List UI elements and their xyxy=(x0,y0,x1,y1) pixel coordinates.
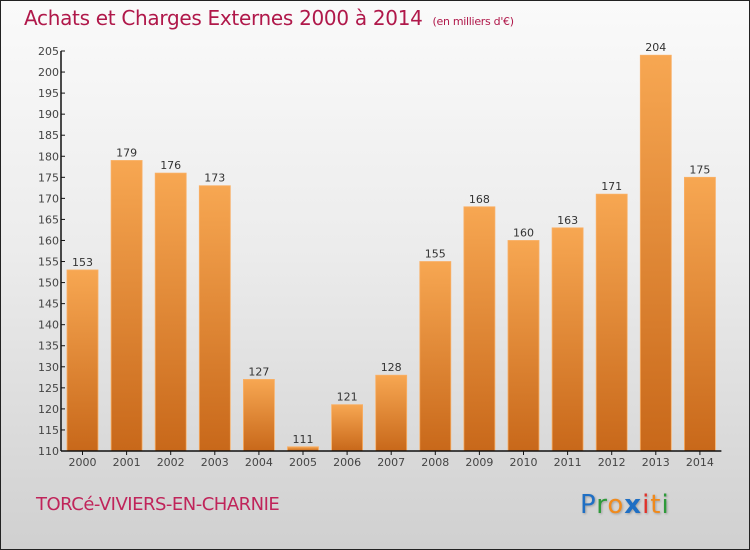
logo-letter: i xyxy=(642,490,651,520)
y-axis: 110 115 120 125 130 135 140 145 150 155 160 165 170 1… xyxy=(38,45,65,458)
bar-2009 xyxy=(463,206,496,452)
x-tick-label-2012: 2012 xyxy=(598,456,626,469)
x-tick-label-2010: 2010 xyxy=(510,456,538,469)
y-tick-label: 140 xyxy=(38,319,59,332)
x-axis: 2000 2001 2002 2003 2004 2005 2006 2007 2008 2009… xyxy=(61,450,722,469)
data-label-2014: 175 xyxy=(689,163,710,176)
y-tick-label: 165 xyxy=(38,213,59,226)
bar-2006 xyxy=(331,404,364,452)
town-name: TORCé-VIVIERS-EN-CHARNIE xyxy=(36,494,280,515)
y-tick-label: 130 xyxy=(38,361,59,374)
data-label-2012: 171 xyxy=(601,180,622,193)
y-tick-label: 145 xyxy=(38,298,59,311)
y-tick-label: 170 xyxy=(38,192,59,205)
logo-letter: o xyxy=(607,490,625,520)
data-label-2000: 153 xyxy=(72,256,93,269)
x-tick-label-2007: 2007 xyxy=(377,456,405,469)
data-label-2011: 163 xyxy=(557,214,578,227)
bar-2002 xyxy=(154,172,187,452)
x-tick-label-2006: 2006 xyxy=(333,456,361,469)
x-tick-label-2003: 2003 xyxy=(201,456,229,469)
y-tick-label: 175 xyxy=(38,171,59,184)
y-tick-label: 115 xyxy=(38,424,59,437)
data-label-2009: 168 xyxy=(469,193,490,206)
y-tick-label: 110 xyxy=(38,445,59,458)
logo-letter: x xyxy=(624,490,643,520)
bar-2010 xyxy=(507,240,540,452)
data-label-2006: 121 xyxy=(337,391,358,404)
logo-letter: P xyxy=(580,490,597,520)
y-tick-label: 150 xyxy=(38,277,59,290)
x-tick-label-2001: 2001 xyxy=(113,456,141,469)
y-tick-label: 160 xyxy=(38,234,59,247)
x-tick-label-2009: 2009 xyxy=(465,456,493,469)
data-label-2002: 176 xyxy=(160,159,181,172)
y-tick-label: 200 xyxy=(38,66,59,79)
bar-2011 xyxy=(551,227,584,452)
data-label-2007: 128 xyxy=(381,361,402,374)
bars: 153 179 176 173 127 111 121 128 155 168 160 163 171 2… xyxy=(66,41,716,452)
data-label-2003: 173 xyxy=(204,172,225,185)
data-label-2008: 155 xyxy=(425,248,446,261)
x-tick-label-2008: 2008 xyxy=(421,456,449,469)
logo-letter: i xyxy=(661,490,670,520)
bar-2001 xyxy=(110,160,143,452)
y-tick-label: 190 xyxy=(38,108,59,121)
bar-2013 xyxy=(639,54,672,452)
data-label-2005: 111 xyxy=(293,433,314,446)
y-tick-label: 155 xyxy=(38,256,59,269)
proxiti-logo[interactable]: Proxiti xyxy=(580,490,670,520)
y-tick-label: 180 xyxy=(38,150,59,163)
bar-2004 xyxy=(242,379,275,452)
data-label-2001: 179 xyxy=(116,146,137,159)
bar-2000 xyxy=(66,269,99,452)
y-tick-label: 185 xyxy=(38,129,59,142)
x-tick-label-2013: 2013 xyxy=(642,456,670,469)
chart-title: Achats et Charges Externes 2000 à 2014 (e… xyxy=(24,6,514,30)
y-tick-label: 135 xyxy=(38,340,59,353)
y-tick-label: 125 xyxy=(38,382,59,395)
bar-2008 xyxy=(419,261,452,452)
logo-letter: r xyxy=(596,490,608,520)
logo-letter: t xyxy=(650,490,662,520)
bar-2007 xyxy=(375,374,408,452)
y-tick-label: 120 xyxy=(38,403,59,416)
x-tick-label-2002: 2002 xyxy=(157,456,185,469)
bar-2012 xyxy=(595,193,628,452)
x-tick-label-2000: 2000 xyxy=(69,456,97,469)
bar-2014 xyxy=(684,176,716,452)
data-label-2010: 160 xyxy=(513,226,534,239)
bar-2003 xyxy=(198,185,231,452)
x-tick-label-2014: 2014 xyxy=(686,456,714,469)
y-tick-label: 195 xyxy=(38,87,59,100)
data-label-2004: 127 xyxy=(248,365,269,378)
title-unit: (en milliers d'€) xyxy=(432,15,514,28)
y-tick-label: 205 xyxy=(38,45,59,58)
x-tick-label-2011: 2011 xyxy=(554,456,582,469)
title-text: Achats et Charges Externes 2000 à 2014 xyxy=(24,6,423,30)
x-tick-label-2004: 2004 xyxy=(245,456,273,469)
data-label-2013: 204 xyxy=(645,41,666,54)
x-tick-label-2005: 2005 xyxy=(289,456,317,469)
